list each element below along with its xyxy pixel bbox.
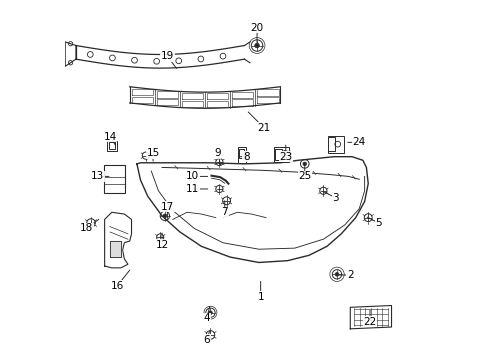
FancyBboxPatch shape	[106, 140, 117, 150]
Text: 13: 13	[91, 171, 104, 181]
FancyBboxPatch shape	[328, 137, 334, 151]
Text: 6: 6	[203, 334, 210, 345]
FancyBboxPatch shape	[108, 142, 115, 149]
Text: 21: 21	[257, 123, 270, 133]
Text: 18: 18	[80, 224, 93, 233]
Text: 15: 15	[146, 148, 160, 158]
Text: 8: 8	[243, 152, 249, 162]
Text: 9: 9	[214, 148, 221, 158]
FancyBboxPatch shape	[327, 135, 344, 153]
FancyBboxPatch shape	[275, 149, 281, 159]
Circle shape	[334, 273, 338, 276]
Text: 12: 12	[155, 239, 168, 249]
Text: 25: 25	[298, 171, 311, 181]
Text: 16: 16	[110, 281, 123, 291]
Circle shape	[163, 214, 166, 218]
Text: 23: 23	[279, 152, 292, 162]
Circle shape	[283, 152, 286, 156]
Text: 19: 19	[161, 51, 174, 61]
Text: 5: 5	[375, 218, 382, 228]
Text: 7: 7	[221, 207, 227, 217]
FancyBboxPatch shape	[104, 165, 125, 193]
Polygon shape	[65, 42, 76, 66]
Text: 17: 17	[161, 202, 174, 212]
Text: 22: 22	[363, 317, 376, 327]
Polygon shape	[110, 241, 121, 257]
Polygon shape	[104, 212, 131, 268]
Circle shape	[208, 311, 212, 315]
Text: 14: 14	[103, 132, 117, 142]
FancyBboxPatch shape	[273, 147, 288, 162]
Text: 2: 2	[346, 270, 353, 280]
Text: 24: 24	[352, 138, 365, 147]
Circle shape	[303, 162, 306, 166]
Text: 10: 10	[185, 171, 199, 181]
Text: 11: 11	[185, 184, 199, 194]
Polygon shape	[349, 306, 391, 329]
Text: 3: 3	[332, 193, 339, 203]
Text: 1: 1	[257, 292, 264, 302]
Text: 20: 20	[250, 23, 263, 33]
FancyBboxPatch shape	[239, 149, 244, 158]
Polygon shape	[137, 157, 367, 262]
Text: 4: 4	[203, 313, 210, 323]
Circle shape	[254, 43, 259, 48]
FancyBboxPatch shape	[237, 147, 245, 163]
